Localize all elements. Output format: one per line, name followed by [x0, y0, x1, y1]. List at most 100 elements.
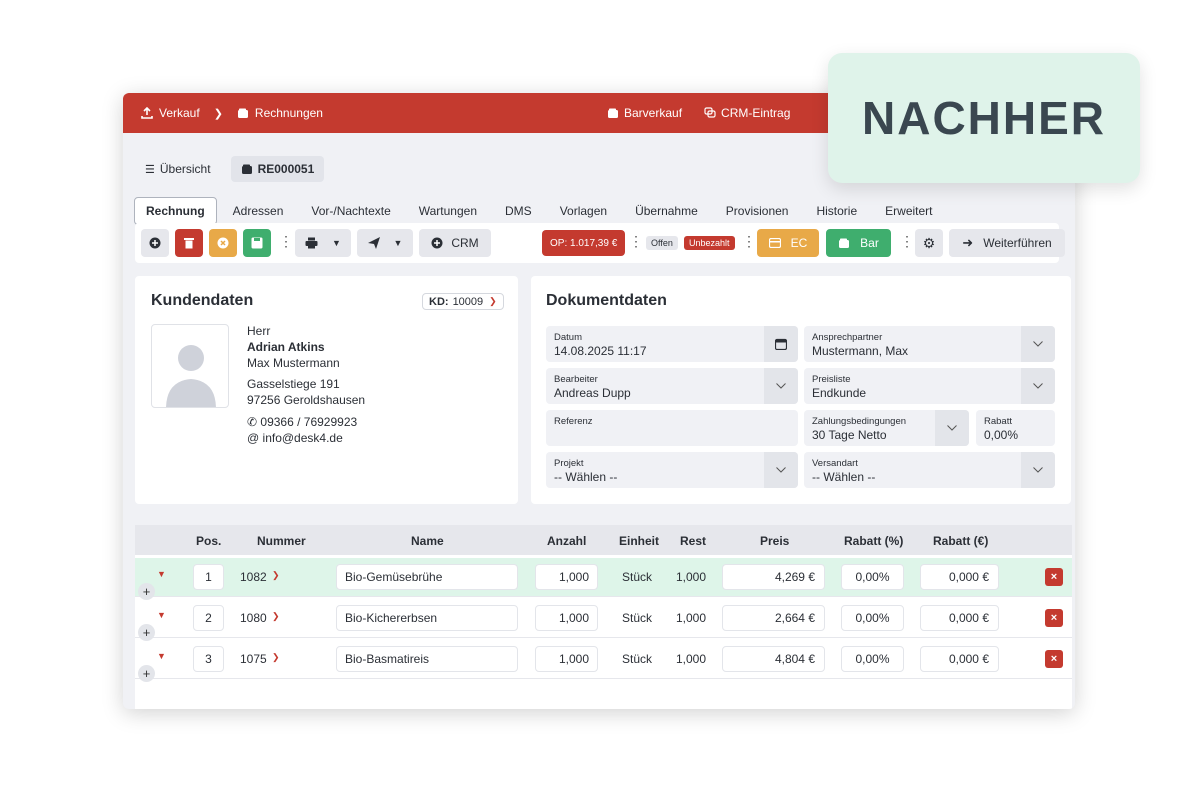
- tab-rechnung[interactable]: Rechnung: [134, 197, 217, 225]
- save-button[interactable]: [243, 229, 271, 257]
- expand-icon[interactable]: ▼: [157, 651, 166, 661]
- price-list-select[interactable]: Preisliste Endkunde: [804, 368, 1055, 404]
- contact-person-select[interactable]: Ansprechpartner Mustermann, Max: [804, 326, 1055, 362]
- item-number[interactable]: 1075: [240, 652, 267, 666]
- shipping-select[interactable]: Versandart -- Wählen --: [804, 452, 1055, 488]
- print-button[interactable]: ▼: [295, 229, 351, 257]
- list-icon: ☰: [145, 163, 155, 176]
- add-row-button[interactable]: +: [138, 665, 155, 682]
- clerk-select[interactable]: Bearbeiter Andreas Dupp: [546, 368, 798, 404]
- tab-provisionen[interactable]: Provisionen: [725, 204, 789, 218]
- tab-overview[interactable]: ☰ Übersicht: [135, 156, 221, 182]
- tab-uebernahme[interactable]: Übernahme: [635, 204, 698, 218]
- crm-button[interactable]: CRM: [419, 229, 491, 257]
- more-icon[interactable]: ⋮: [279, 233, 293, 249]
- date-field[interactable]: Datum 14.08.2025 11:17: [546, 326, 798, 362]
- table-row[interactable]: ▼ 3 1075 ❯ Bio-Basmatireis 1,000 Stück 1…: [135, 640, 1072, 679]
- delete-row-button[interactable]: ×: [1045, 650, 1063, 668]
- item-number[interactable]: 1082: [240, 570, 267, 584]
- pos-input[interactable]: 2: [193, 605, 224, 631]
- arrow-right-icon: ➜: [962, 235, 974, 250]
- tab-document-label: RE000051: [257, 162, 315, 176]
- add-row-button[interactable]: +: [138, 583, 155, 600]
- reference-field[interactable]: Referenz: [546, 410, 798, 446]
- price-input[interactable]: 4,804 €: [722, 646, 825, 672]
- breadcrumb-verkauf[interactable]: Verkauf: [159, 106, 200, 120]
- discount-eur-input[interactable]: 0,000 €: [920, 564, 999, 590]
- calendar-button[interactable]: [764, 326, 798, 362]
- discount-field[interactable]: Rabatt 0,00%: [976, 410, 1055, 446]
- ec-payment-button[interactable]: EC: [757, 229, 819, 257]
- tab-document[interactable]: RE000051: [230, 156, 325, 182]
- discount-eur-input[interactable]: 0,000 €: [920, 605, 999, 631]
- chevron-right-icon[interactable]: ❯: [272, 611, 280, 621]
- tab-vor-nachtexte[interactable]: Vor-/Nachtexte: [311, 204, 391, 218]
- street: Gasselstiege 191: [247, 377, 340, 391]
- settings-button[interactable]: ⚙: [915, 229, 943, 257]
- discount-label: Rabatt: [984, 416, 1012, 427]
- more-icon[interactable]: ⋮: [629, 233, 643, 249]
- continue-button[interactable]: ➜ Weiterführen: [949, 229, 1065, 257]
- expand-icon[interactable]: ▼: [157, 610, 166, 620]
- price-input[interactable]: 2,664 €: [722, 605, 825, 631]
- phone: 09366 / 76929923: [260, 415, 358, 429]
- table-row[interactable]: ▼ 1 1082 ❯ Bio-Gemüsebrühe 1,000 Stück 1…: [135, 558, 1072, 597]
- chevron-down-icon[interactable]: [1021, 452, 1055, 488]
- document-subtabs: ☰ Übersicht RE000051: [123, 133, 1075, 190]
- send-button[interactable]: ▼: [357, 229, 413, 257]
- calendar-icon: [775, 338, 787, 350]
- chevron-down-icon[interactable]: [764, 452, 798, 488]
- email-line[interactable]: @ info@desk4.de: [247, 431, 343, 445]
- barverkauf-link[interactable]: Barverkauf: [607, 106, 682, 120]
- discount-pct-input[interactable]: 0,00%: [841, 564, 904, 590]
- delete-button[interactable]: [175, 229, 203, 257]
- pos-input[interactable]: 3: [193, 646, 224, 672]
- tab-erweitert[interactable]: Erweitert: [885, 204, 933, 218]
- price-input[interactable]: 4,269 €: [722, 564, 825, 590]
- tab-historie[interactable]: Historie: [816, 204, 858, 218]
- name-input[interactable]: Bio-Kichererbsen: [336, 605, 518, 631]
- breadcrumb-rechnungen[interactable]: Rechnungen: [254, 106, 323, 120]
- name-input[interactable]: Bio-Gemüsebrühe: [336, 564, 518, 590]
- chevron-down-icon[interactable]: [764, 368, 798, 404]
- cash-payment-button[interactable]: Bar: [826, 229, 891, 257]
- tab-wartungen[interactable]: Wartungen: [418, 204, 478, 218]
- quantity-input[interactable]: 1,000: [535, 564, 598, 590]
- crm-eintrag-link[interactable]: CRM-Eintrag: [704, 106, 790, 120]
- printer-icon: [305, 237, 318, 249]
- more-icon[interactable]: ⋮: [742, 233, 756, 249]
- chevron-right-icon: ❯: [489, 296, 497, 306]
- payment-terms-select[interactable]: Zahlungsbedingungen 30 Tage Netto: [804, 410, 969, 446]
- discount-pct-input[interactable]: 0,00%: [841, 605, 904, 631]
- tab-overview-label: Übersicht: [159, 162, 211, 176]
- positions-table: Pos. Nummer Name Anzahl Einheit Rest Pre…: [135, 525, 1072, 709]
- quantity-input[interactable]: 1,000: [535, 605, 598, 631]
- cancel-button[interactable]: [209, 229, 237, 257]
- chevron-right-icon[interactable]: ❯: [272, 652, 280, 662]
- add-button[interactable]: [141, 229, 169, 257]
- chevron-right-icon[interactable]: ❯: [272, 570, 280, 580]
- name-input[interactable]: Bio-Basmatireis: [336, 646, 518, 672]
- customer-number-badge[interactable]: KD: 10009 ❯: [422, 293, 504, 310]
- discount-pct-input[interactable]: 0,00%: [841, 646, 904, 672]
- delete-row-button[interactable]: ×: [1045, 609, 1063, 627]
- tab-adressen[interactable]: Adressen: [232, 204, 284, 218]
- quantity-input[interactable]: 1,000: [535, 646, 598, 672]
- discount-eur-input[interactable]: 0,000 €: [920, 646, 999, 672]
- action-toolbar: ⋮ ▼ ▼ CRM OP: 1.017,39 € ⋮ Offen Unbezah…: [135, 223, 1065, 263]
- more-icon[interactable]: ⋮: [900, 233, 914, 249]
- table-row[interactable]: ▼ 2 1080 ❯ Bio-Kichererbsen 1,000 Stück …: [135, 599, 1072, 638]
- add-row-button[interactable]: +: [138, 624, 155, 641]
- expand-icon[interactable]: ▼: [157, 569, 166, 579]
- delete-row-button[interactable]: ×: [1045, 568, 1063, 586]
- pos-input[interactable]: 1: [193, 564, 224, 590]
- chevron-down-icon[interactable]: [1021, 368, 1055, 404]
- chevron-down-icon[interactable]: [935, 410, 969, 446]
- phone-line[interactable]: ✆ 09366 / 76929923: [247, 415, 357, 429]
- chevron-down-icon[interactable]: [1021, 326, 1055, 362]
- tab-dms[interactable]: DMS: [505, 204, 532, 218]
- item-number[interactable]: 1080: [240, 611, 267, 625]
- tab-vorlagen[interactable]: Vorlagen: [559, 204, 608, 218]
- project-select[interactable]: Projekt -- Wählen --: [546, 452, 798, 488]
- upload-icon: [141, 107, 153, 119]
